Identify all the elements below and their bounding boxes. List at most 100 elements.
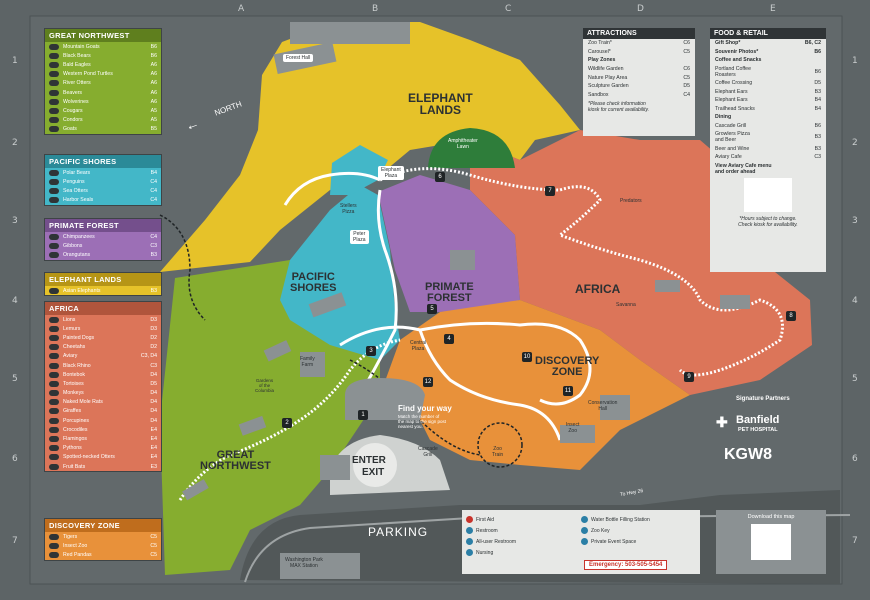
legend-item-grid: B5 — [150, 126, 157, 133]
legend-item-grid: B3 — [150, 287, 157, 294]
signpost-9: 9 — [684, 372, 694, 382]
key-item-label: Zoo Key — [591, 527, 610, 534]
legend-item: Red Pandas C5 — [45, 550, 161, 559]
label-cascade-grill: Cascade Grill — [418, 446, 438, 458]
legend-item: Flamingos E4 — [45, 434, 161, 443]
animal-icon — [49, 325, 59, 332]
legend-item-name: Black Bears — [63, 52, 91, 59]
key-item: Zoo Key — [581, 525, 696, 536]
zone-label-discovery-zone: DISCOVERY ZONE — [535, 355, 600, 378]
signpost-5: 5 — [427, 304, 437, 314]
animal-icon — [49, 197, 59, 204]
legend-item-grid: D2 — [150, 344, 157, 351]
download-text: Download this map — [747, 514, 795, 520]
food-row: Trailhead Snacks B4 — [715, 105, 821, 112]
key-item-label: Nursing — [476, 549, 494, 556]
attractions-title: ATTRACTIONS — [583, 28, 695, 39]
legend-title: ELEPHANT LANDS — [45, 273, 161, 286]
legend-item-grid: D4 — [150, 399, 157, 406]
animal-icon — [49, 408, 59, 415]
legend-item-name: Giraffes — [63, 408, 82, 415]
legend-item-grid: A5 — [150, 107, 157, 114]
key-item: First Aid — [466, 514, 581, 525]
legend-item: Black Rhino C3 — [45, 361, 161, 370]
legend-item-grid: D4 — [150, 390, 157, 397]
legend-item-name: Asian Elephants — [63, 287, 101, 294]
legend-title: AFRICA — [45, 302, 161, 315]
legend-item-grid: C4 — [150, 187, 157, 194]
hours-note: *Hours subject to change. Check kiosk fo… — [738, 215, 798, 228]
legend-item-name: Condors — [63, 117, 83, 124]
grid-row-2: 2 — [12, 138, 18, 148]
legend-item-name: Polar Bears — [63, 169, 91, 176]
legend-item: Crocodiles E4 — [45, 425, 161, 434]
menu-qr-code[interactable] — [744, 177, 792, 212]
amphitheater — [428, 128, 515, 168]
nursing-icon — [466, 549, 473, 556]
legend-item-name: Gibbons — [63, 242, 83, 249]
grid-row-3: 3 — [12, 216, 18, 226]
key-item: Nursing — [466, 547, 581, 558]
legend-item-grid: D4 — [150, 417, 157, 424]
legend-item-name: Tortoises — [63, 380, 84, 387]
legend-item-grid: B6 — [150, 43, 157, 50]
legend-item: Cheetahs D2 — [45, 343, 161, 352]
legend-item-name: Wolverines — [63, 98, 89, 105]
legend-item: Giraffes D4 — [45, 407, 161, 416]
dining-title: Dining — [715, 114, 732, 121]
animal-icon — [49, 187, 59, 194]
legend-item-grid: E3 — [150, 463, 157, 470]
download-qr-code[interactable] — [751, 524, 791, 560]
animal-icon — [49, 251, 59, 258]
legend-item-grid: A6 — [150, 89, 157, 96]
banfield-logo-icon: ✚ — [716, 414, 728, 430]
legend-item-grid: D4 — [150, 371, 157, 378]
signpost-4: 4 — [444, 334, 454, 344]
animal-icon — [49, 353, 59, 360]
legend-item-grid: A6 — [150, 98, 157, 105]
legend-primate-forest: PRIMATE FOREST Chimpanzees C4 Gibbons C3 Ora… — [44, 218, 162, 261]
legend-item: Goats B5 — [45, 125, 161, 134]
legend-item: Orangutans B3 — [45, 250, 161, 259]
signpost-1: 1 — [358, 410, 368, 420]
legend-item-name: Painted Dogs — [63, 334, 95, 341]
legend-item: Polar Bears B4 — [45, 168, 161, 177]
food-row: Souvenir Photos* B6 — [715, 48, 821, 55]
coffee-title: Coffee and Snacks — [715, 57, 762, 64]
first-aid-icon — [466, 516, 473, 523]
key-item: All-user Restroom — [466, 536, 581, 547]
legend-item: Lions D3 — [45, 315, 161, 324]
grid-row-1-right: 1 — [852, 56, 858, 66]
key-item: Water Bottle Filling Station — [581, 514, 696, 525]
label-central-plaza: Central Plaza — [410, 340, 427, 352]
legend-item-grid: C4 — [150, 197, 157, 204]
animal-icon — [49, 463, 59, 470]
legend-item-grid: C3, D4 — [140, 353, 157, 360]
label-insect-zoo: Insect Zoo — [566, 422, 580, 434]
grid-col-b: B — [372, 4, 379, 14]
animal-icon — [49, 43, 59, 50]
legend-item-name: Beavers — [63, 89, 83, 96]
label-forest-hall: Forest Hall — [283, 54, 314, 62]
discovery-zone — [380, 300, 690, 470]
label-amphitheater: Amphitheater Lawn — [448, 138, 478, 150]
key-panel: First Aid Water Bottle Filling Station Res… — [462, 510, 700, 574]
emergency-phone[interactable]: Emergency: 503-505-5454 — [584, 560, 668, 570]
grid-row-2-right: 2 — [852, 138, 858, 148]
label-pacific-plaza: Peter Plaza — [350, 230, 369, 244]
animal-icon — [49, 52, 59, 59]
label-family-farm: Family Farm — [300, 356, 315, 368]
animal-icon — [49, 426, 59, 433]
food-row: Elephant Ears B3 — [715, 88, 821, 95]
legend-title: PACIFIC SHORES — [45, 155, 161, 168]
grid-row-4: 4 — [12, 296, 18, 306]
legend-africa: AFRICA Lions D3 Lemurs D3 Painted Dogs D2 Chee… — [44, 301, 162, 473]
legend-item-grid: A5 — [150, 117, 157, 124]
signpost-11: 11 — [563, 386, 573, 396]
food-panel: FOOD & RETAIL Gift Shop* B6, C2 Souvenir … — [710, 28, 826, 272]
legend-item: Bald Eagles A6 — [45, 60, 161, 69]
zone-label-elephant-lands: ELEPHANT LANDS — [408, 91, 473, 117]
legend-item-name: Crocodiles — [63, 426, 88, 433]
grid-row-6-right: 6 — [852, 454, 858, 464]
legend-item-grid: A6 — [150, 61, 157, 68]
